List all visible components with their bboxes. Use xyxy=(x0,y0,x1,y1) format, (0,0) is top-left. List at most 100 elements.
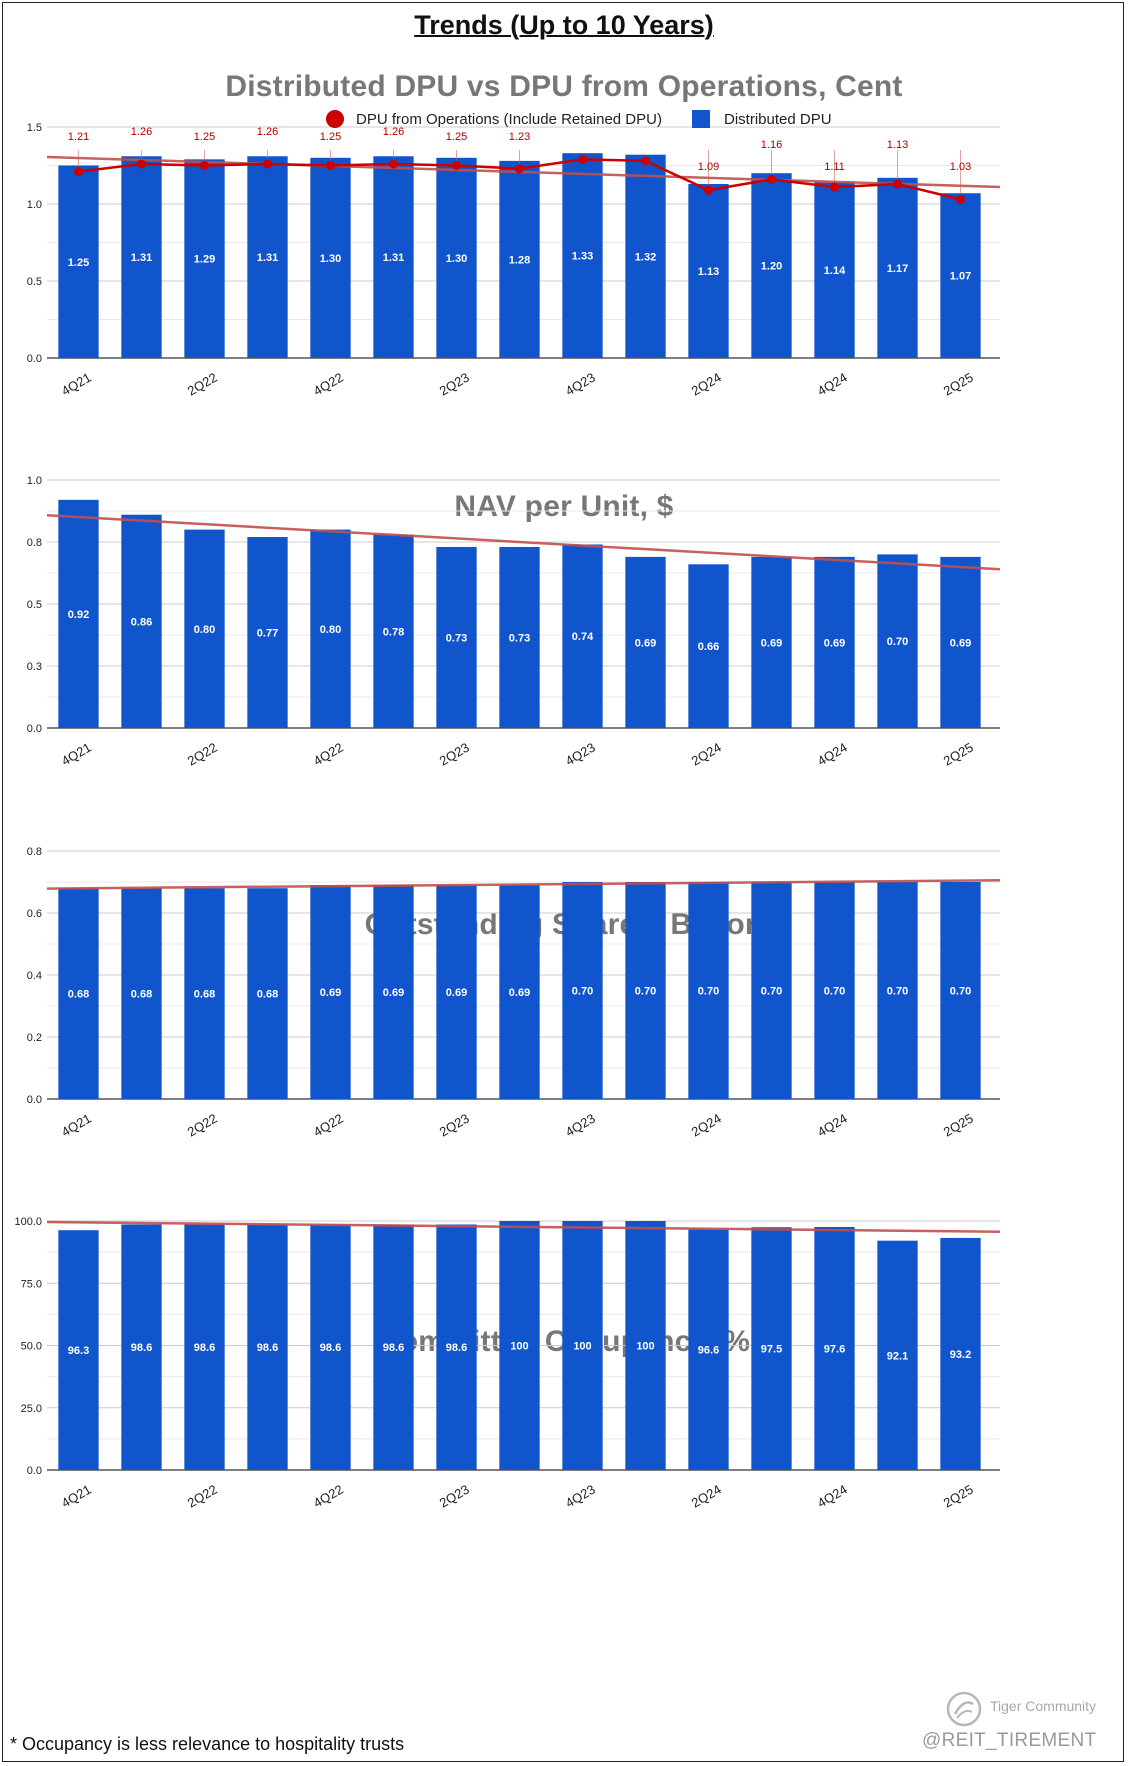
y-tick-label: 0.3 xyxy=(27,661,42,673)
line-point xyxy=(641,156,650,166)
bar xyxy=(814,556,855,728)
bar-value-label: 0.70 xyxy=(824,986,845,998)
bar-value-label: 100 xyxy=(573,1341,591,1353)
line-point xyxy=(137,159,146,169)
bar-value-label: 0.68 xyxy=(68,989,89,1001)
bar-value-label: 98.6 xyxy=(194,1342,215,1354)
line-point xyxy=(578,154,587,164)
y-tick-label: 0.5 xyxy=(27,276,42,288)
bar-value-label: 0.69 xyxy=(635,637,656,649)
line-value-label: 1.26 xyxy=(131,126,152,138)
bar xyxy=(373,534,414,728)
bar xyxy=(625,1221,666,1470)
bar-value-label: 0.69 xyxy=(509,987,530,999)
bar xyxy=(247,1224,288,1470)
bar-value-label: 0.66 xyxy=(698,641,719,653)
bar-value-label: 1.30 xyxy=(446,253,467,265)
bar-value-label: 0.69 xyxy=(761,637,782,649)
line-value-label: 1.25 xyxy=(194,131,215,143)
line-point xyxy=(515,164,524,174)
bar xyxy=(499,885,540,1099)
y-tick-label: 0.0 xyxy=(27,723,42,735)
watermark-brand: Tiger Community xyxy=(990,1698,1097,1714)
bar-value-label: 0.77 xyxy=(257,628,278,640)
bar xyxy=(814,1226,855,1470)
bar xyxy=(184,529,225,728)
bar-value-label: 0.69 xyxy=(446,987,467,999)
bar-value-label: 96.3 xyxy=(68,1345,89,1357)
bar xyxy=(373,1224,414,1470)
bar xyxy=(940,882,981,1099)
bar-value-label: 1.25 xyxy=(68,257,89,269)
bar-value-label: 100 xyxy=(636,1341,654,1353)
line-value-label: 1.25 xyxy=(320,131,341,143)
y-tick-label: 0.5 xyxy=(27,599,42,611)
line-value-label: 1.11 xyxy=(824,161,845,173)
bar-value-label: 0.73 xyxy=(509,632,530,644)
bar-value-label: 0.70 xyxy=(887,636,908,648)
chart-nav: NAV per Unit, $ 0.0 0.3 0.5 0.8 1.0 0.92 0.86 0… xyxy=(0,0,1128,870)
chart-occupancy: Committed Occupancy, % 0.025.050.075.010… xyxy=(14,1216,1001,1511)
bar xyxy=(940,556,981,728)
bar-value-label: 1.28 xyxy=(509,254,530,266)
line-point xyxy=(767,174,776,184)
bar-value-label: 1.07 xyxy=(950,271,971,283)
bar-value-label: 0.69 xyxy=(383,987,404,999)
y-tick-label: 0.0 xyxy=(27,1465,42,1477)
y-tick-label: 0.8 xyxy=(27,537,42,549)
bar xyxy=(184,159,225,358)
bar-value-label: 1.30 xyxy=(320,253,341,265)
legend-marker-line xyxy=(326,110,344,128)
x-tick-label: 4Q21 xyxy=(59,1482,94,1511)
line-point xyxy=(200,161,209,170)
bar xyxy=(877,177,918,358)
chart-title-nav: NAV per Unit, $ xyxy=(454,490,674,523)
bar-value-label: 1.17 xyxy=(887,263,908,275)
bar-value-label: 0.69 xyxy=(824,637,845,649)
chart-shares: Outstanding Shares, Billion 0.00.20.40.6… xyxy=(27,846,1001,1140)
bar xyxy=(688,882,729,1099)
legend: DPU from Operations (Include Retained DP… xyxy=(326,110,832,128)
chart-dpu: Distributed DPU vs DPU from Operations, … xyxy=(0,0,1128,450)
trendline xyxy=(46,879,1001,890)
bar xyxy=(184,1224,225,1470)
bar xyxy=(877,554,918,728)
x-tick-label: 2Q25 xyxy=(941,1482,976,1511)
y-tick-label: 100.0 xyxy=(14,1216,42,1228)
bar xyxy=(436,157,477,358)
bar-value-label: 98.6 xyxy=(383,1342,404,1354)
bar xyxy=(373,885,414,1099)
bar xyxy=(751,882,792,1099)
bar-value-label: 0.68 xyxy=(194,989,215,1001)
bar-value-label: 0.70 xyxy=(950,986,971,998)
x-tick-label: 2Q22 xyxy=(185,1482,220,1511)
bar xyxy=(121,1224,162,1470)
bar xyxy=(562,1221,603,1470)
y-tick-label: 0.4 xyxy=(27,970,42,982)
bar xyxy=(562,544,603,728)
bar-value-label: 0.73 xyxy=(446,632,467,644)
line-value-label: 1.13 xyxy=(887,139,908,151)
bar-value-label: 0.70 xyxy=(761,986,782,998)
line-value-label: 1.09 xyxy=(698,161,719,173)
bar xyxy=(751,1227,792,1470)
y-tick-label: 1.0 xyxy=(27,199,42,211)
bar xyxy=(436,1224,477,1470)
line-point xyxy=(452,161,461,170)
bar xyxy=(877,882,918,1099)
bar xyxy=(436,885,477,1099)
bar-value-label: 0.70 xyxy=(572,986,593,998)
bar-value-label: 0.80 xyxy=(194,624,215,636)
line-point xyxy=(74,167,83,177)
line-point xyxy=(956,194,965,204)
bar xyxy=(814,182,855,358)
bar-value-label: 1.20 xyxy=(761,261,782,273)
bar-value-label: 1.31 xyxy=(131,252,152,264)
bar xyxy=(688,183,729,358)
bar-value-label: 0.92 xyxy=(68,609,89,621)
bar xyxy=(940,1237,981,1470)
y-tick-label: 1.5 xyxy=(27,122,42,134)
y-tick-label: 0.0 xyxy=(27,353,42,365)
line-point xyxy=(830,182,839,192)
bar xyxy=(58,165,99,358)
